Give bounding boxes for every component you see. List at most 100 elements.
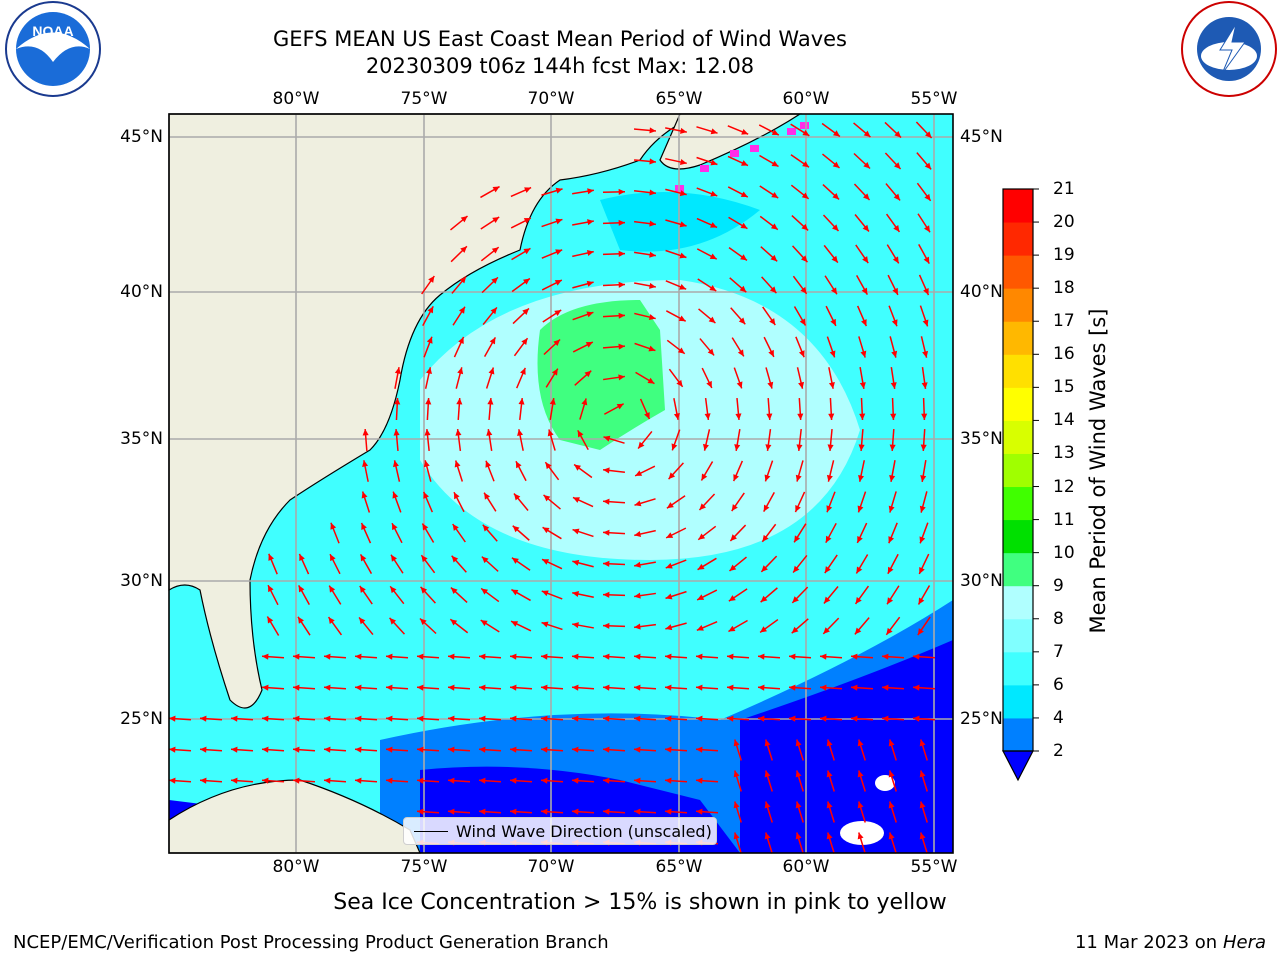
wave-direction-arrowhead	[862, 256, 869, 264]
wave-direction-arrowhead	[736, 381, 743, 389]
wave-direction-arrowhead	[417, 746, 424, 753]
wave-direction-arrowhead	[769, 318, 776, 326]
wave-direction-arrowhead	[734, 444, 741, 451]
wave-direction-arrowhead	[730, 534, 737, 541]
wave-direction-arrowhead	[542, 527, 550, 534]
wave-direction-arrowhead	[889, 444, 896, 451]
wave-direction-arrowhead	[696, 715, 703, 722]
colorbar-segment	[1003, 552, 1033, 587]
wave-direction-arrowhead	[491, 277, 498, 284]
wave-direction-arrowhead	[390, 586, 397, 594]
wave-direction-arrowhead	[887, 566, 894, 574]
wave-direction-arrowhead	[740, 222, 748, 229]
wave-direction-arrowhead	[665, 777, 672, 784]
missing-data-patch	[875, 775, 895, 791]
wave-direction-arrowhead	[795, 770, 802, 778]
period-zone-6	[600, 192, 760, 252]
wave-direction-arrowhead	[355, 684, 362, 691]
wave-direction-arrowhead	[863, 193, 870, 201]
wave-direction-arrowhead	[586, 250, 594, 256]
wave-direction-arrowhead	[733, 801, 740, 809]
wave-direction-arrowhead	[355, 777, 362, 784]
wave-direction-arrowhead	[355, 746, 362, 753]
wave-direction-arrowhead	[794, 535, 801, 543]
wave-direction-arrowhead	[665, 746, 672, 753]
wave-direction-arrowhead	[860, 350, 867, 358]
wave-direction-arrowhead	[572, 808, 579, 815]
wave-direction-arrowhead	[709, 253, 717, 260]
sea-ice-patch	[750, 145, 759, 152]
wave-direction-arrowhead	[889, 475, 896, 482]
wave-direction-arrowhead	[649, 251, 656, 258]
wave-direction-arrowhead	[666, 502, 674, 509]
wave-direction-arrowhead	[820, 715, 827, 722]
wave-direction-arrowhead	[420, 586, 428, 594]
wave-direction-arrowhead	[797, 413, 804, 420]
wave-direction-arrowhead	[392, 460, 399, 468]
wave-direction-arrowhead	[921, 413, 928, 420]
wave-direction-arrowhead	[882, 684, 889, 691]
wave-direction-arrowhead	[355, 653, 362, 660]
wave-direction-arrowhead	[696, 777, 703, 784]
wave-direction-arrowhead	[727, 715, 734, 722]
wave-direction-arrowhead	[618, 188, 625, 195]
wave-direction-arrowhead	[634, 500, 642, 507]
wave-direction-arrowhead	[824, 566, 831, 574]
wave-direction-arrowhead	[831, 255, 838, 263]
legend-label: Wind Wave Direction (unscaled)	[456, 822, 712, 841]
wave-direction-arrowhead	[696, 808, 703, 815]
wave-direction-arrowhead	[460, 246, 467, 253]
wave-direction-arrowhead	[882, 653, 889, 660]
wave-direction-arrowhead	[798, 350, 805, 358]
period-zone-2-east	[740, 640, 953, 853]
wave-direction-arrowhead	[634, 623, 641, 630]
wave-direction-arrowhead	[741, 160, 749, 166]
wave-direction-arrowhead	[603, 653, 610, 660]
wave-direction-arrowhead	[886, 627, 893, 635]
wave-direction-arrowhead	[491, 247, 499, 254]
wave-direction-arrowhead	[524, 187, 532, 193]
wave-direction-arrowhead	[488, 367, 495, 375]
map-title: GEFS MEAN US East Coast Mean Period of W…	[273, 27, 847, 51]
wave-direction-arrowhead	[200, 777, 207, 784]
wave-direction-arrowhead	[510, 808, 517, 815]
lon-tick-top: 80°W	[272, 89, 320, 109]
wave-direction-arrowhead	[522, 278, 530, 285]
wave-direction-arrowhead	[857, 535, 863, 543]
wave-direction-arrowhead	[450, 619, 458, 626]
wave-direction-arrowhead	[863, 161, 871, 169]
wave-direction-arrowhead	[665, 593, 673, 600]
colorbar-tick-label: 21	[1053, 179, 1075, 199]
wave-direction-arrowhead	[324, 653, 331, 660]
wave-direction-arrowhead	[389, 617, 397, 625]
wave-direction-arrowhead	[704, 413, 711, 420]
wave-direction-arrowhead	[854, 627, 862, 635]
wave-direction-arrowhead	[764, 474, 771, 482]
wave-direction-arrowhead	[919, 770, 926, 778]
wave-direction-arrowhead	[511, 621, 519, 627]
wave-direction-arrowhead	[696, 625, 704, 631]
wave-direction-arrowhead	[460, 216, 468, 223]
wave-direction-arrowhead	[862, 224, 869, 232]
wave-direction-arrowhead	[541, 684, 548, 691]
wave-direction-arrowhead	[913, 715, 920, 722]
wave-direction-arrowhead	[828, 382, 835, 389]
wave-direction-arrowhead	[586, 280, 594, 287]
wave-direction-arrowhead	[458, 306, 465, 314]
wave-direction-arrowhead	[521, 338, 528, 346]
lon-tick-top: 70°W	[527, 89, 575, 109]
colorbar-tick-label: 13	[1053, 443, 1075, 464]
wave-direction-arrowhead	[510, 653, 517, 660]
wave-direction-arrowhead	[921, 382, 928, 389]
wave-direction-arrowhead	[795, 505, 801, 513]
wave-direction-arrowhead	[758, 684, 765, 691]
wave-direction-arrowhead	[603, 467, 610, 474]
wave-direction-arrowhead	[634, 592, 641, 599]
wave-direction-arrowhead	[454, 460, 461, 468]
wave-direction-arrowhead	[423, 491, 429, 499]
sea-ice-patch	[700, 165, 709, 172]
wave-direction-arrowhead	[919, 739, 926, 747]
land-mass-north-america	[168, 113, 701, 709]
colorbar-tick-label: 14	[1053, 410, 1075, 431]
wave-direction-arrowhead	[262, 777, 269, 784]
